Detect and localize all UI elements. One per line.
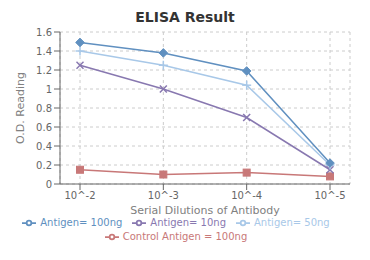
svg-text:10^-4: 10^-4 [231,190,262,201]
svg-text:10^-2: 10^-2 [64,190,95,201]
svg-text:1.4: 1.4 [36,46,52,57]
svg-text:O.D. Reading: O.D. Reading [14,72,27,144]
svg-text:0.8: 0.8 [36,103,52,114]
html-text:Antigen= 10ng: Antigen= 10ng [150,217,226,228]
svg-text:0: 0 [46,179,52,190]
svg-text:0.6: 0.6 [36,122,52,133]
html-text:Control Antigen = 100ng: Control Antigen = 100ng [122,231,248,242]
html-text:Antigen= 50ng: Antigen= 50ng [254,217,330,228]
html-text:ELISA Result: ELISA Result [135,9,235,25]
svg-text:0.4: 0.4 [36,141,52,152]
svg-text:0.2: 0.2 [36,160,52,171]
svg-text:1.2: 1.2 [36,65,52,76]
svg-text:1.6: 1.6 [36,27,52,38]
svg-text:10^-5: 10^-5 [314,190,345,201]
svg-text:10^-3: 10^-3 [148,190,179,201]
svg-text:1: 1 [46,84,52,95]
svg-text:Serial Dilutions of Antibody: Serial Dilutions of Antibody [130,204,280,217]
html-text:Antigen= 100ng: Antigen= 100ng [40,217,123,228]
